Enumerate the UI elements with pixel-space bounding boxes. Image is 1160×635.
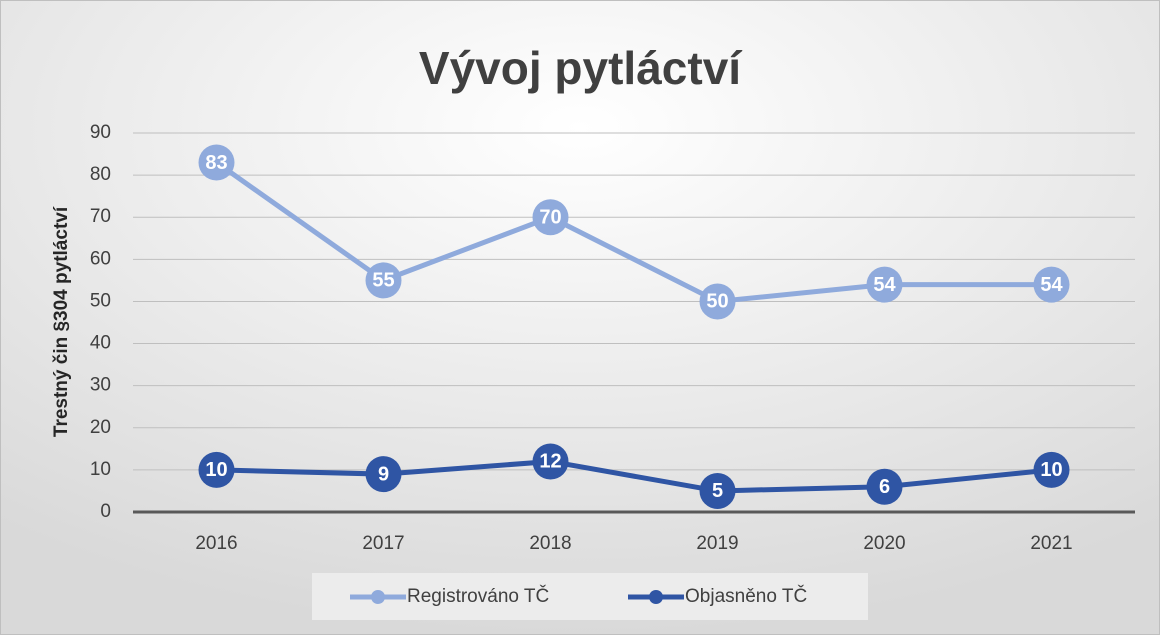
data-point [532,199,569,236]
data-point [699,283,736,320]
data-point [1033,451,1070,488]
data-label: 83 [205,152,227,174]
data-point [365,262,402,299]
data-point [198,451,235,488]
chart-title: Vývoj pytláctví [419,42,743,94]
series-line [216,458,1052,494]
x-tick-label: 2018 [529,533,571,554]
data-point [365,456,402,493]
x-tick-label: 2017 [362,533,404,554]
data-point [699,472,736,509]
y-axis-label: Trestný čin §304 pytláctví [51,206,72,437]
y-tick-label: 60 [90,248,111,269]
data-point [532,443,569,480]
y-tick-label: 90 [90,122,111,143]
y-tick-label: 10 [90,459,111,480]
y-tick-label: 70 [90,206,111,227]
x-tick-label: 2021 [1030,533,1072,554]
data-label: 50 [706,291,728,313]
data-point [1033,266,1070,303]
y-tick-label: 80 [90,164,111,185]
x-tick-label: 2019 [696,533,738,554]
data-label: 10 [1040,459,1062,481]
data-point [866,468,903,505]
y-tick-label: 0 [100,501,111,522]
data-label: 54 [873,274,896,296]
data-label: 10 [205,459,227,481]
legend-marker [371,590,385,604]
y-tick-label: 30 [90,375,111,396]
data-point [198,144,235,181]
data-label: 55 [372,270,394,292]
y-tick-label: 20 [90,417,111,438]
data-label: 5 [712,480,723,502]
legend-label: Objasněno TČ [685,585,807,607]
y-tick-label: 50 [90,290,111,311]
series-line [215,160,1052,304]
x-tick-label: 2020 [863,533,905,554]
legend-label: Registrováno TČ [407,585,549,607]
data-label: 9 [378,463,389,485]
data-point [866,266,903,303]
data-label: 6 [879,476,890,498]
data-label: 12 [539,451,561,473]
legend-marker [649,590,663,604]
y-tick-label: 40 [90,333,111,354]
data-label: 54 [1040,274,1063,296]
x-tick-label: 2016 [195,533,237,554]
data-label: 70 [539,207,561,229]
